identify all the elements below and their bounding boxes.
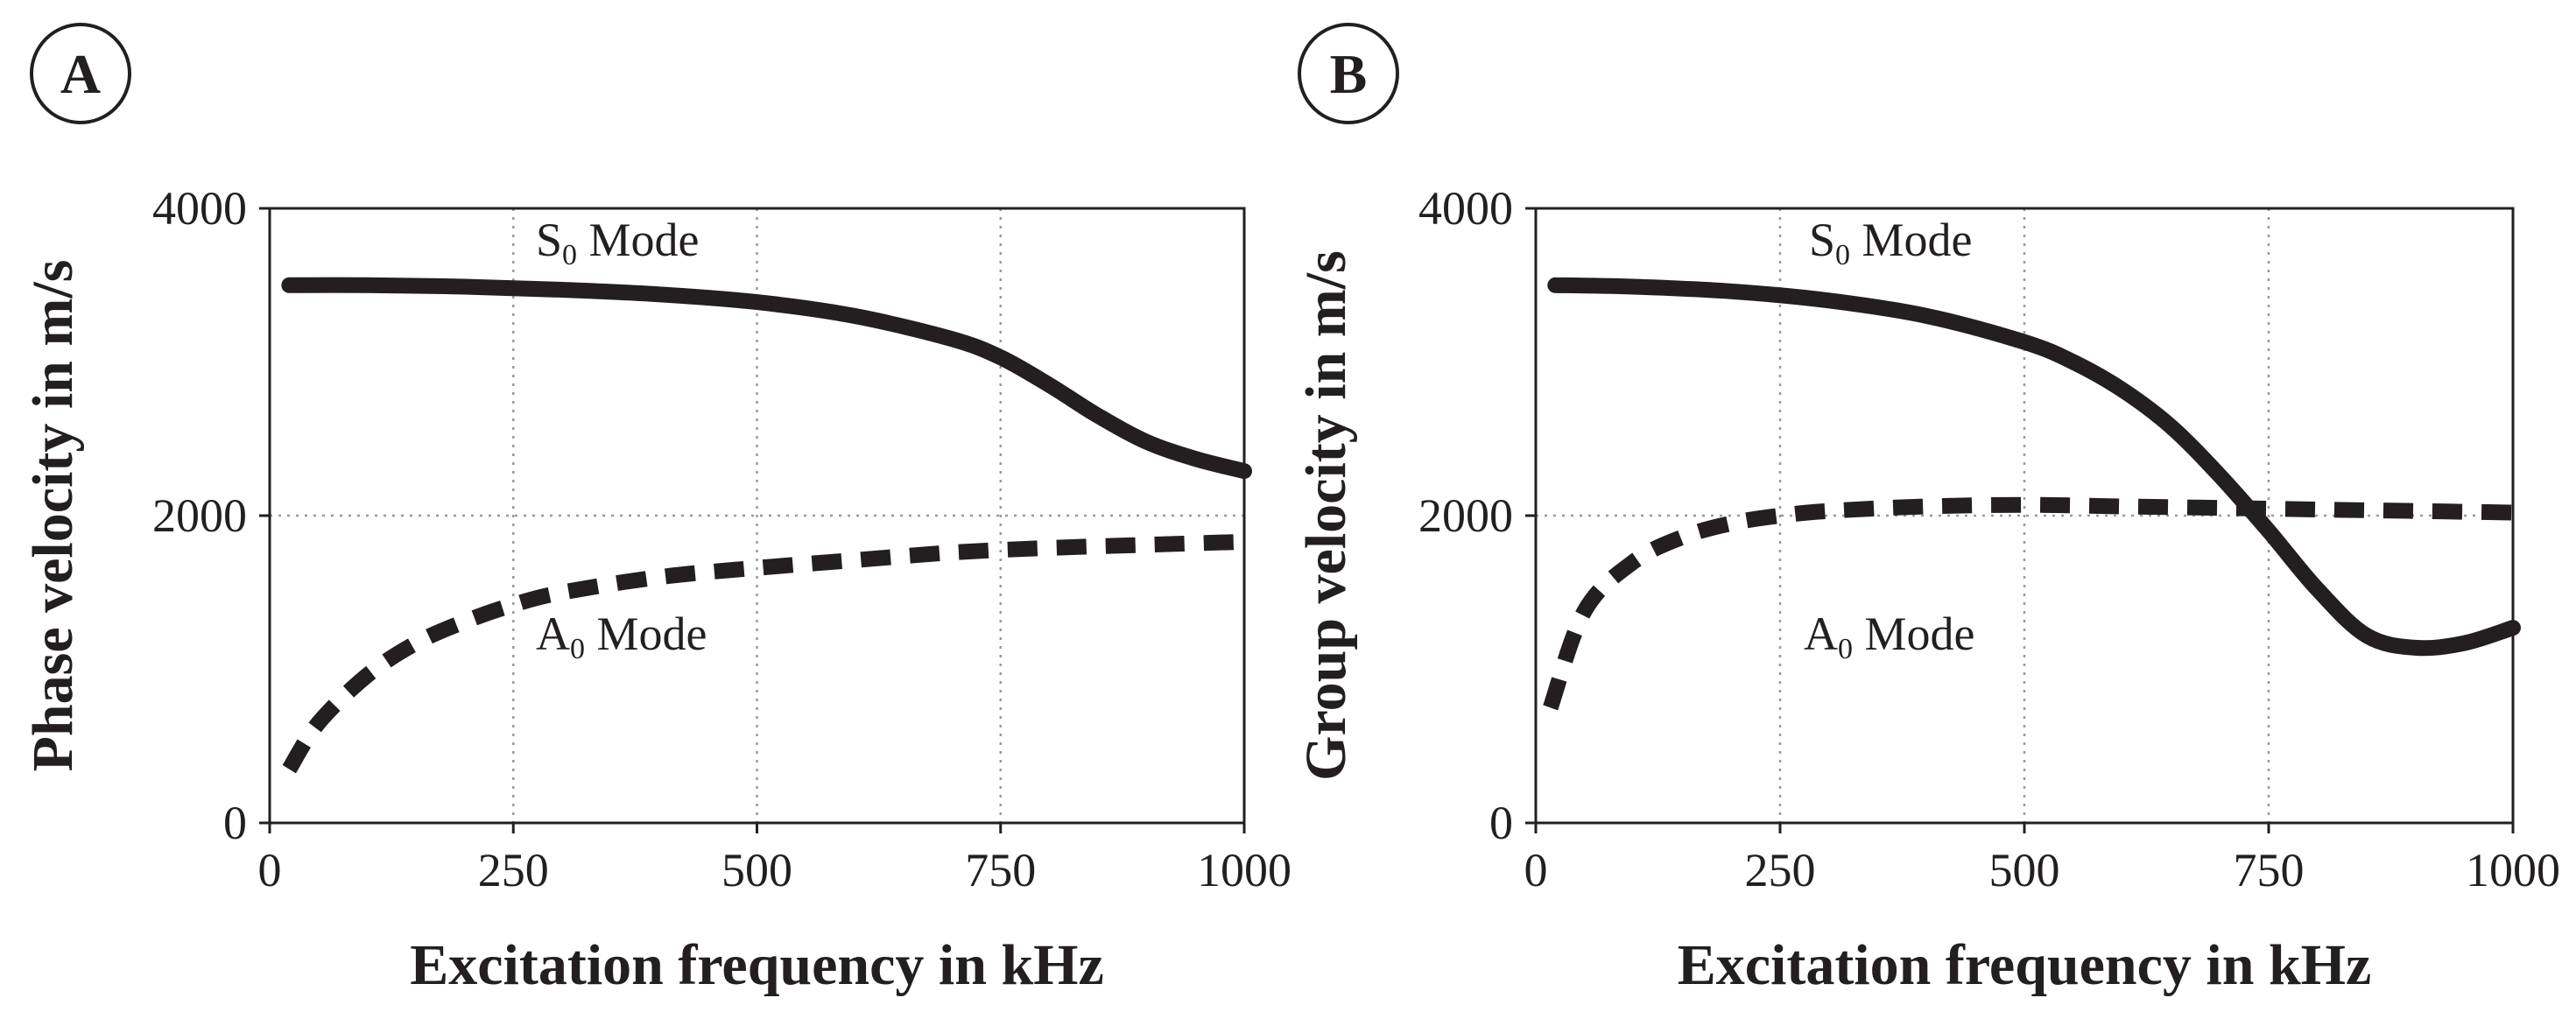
annotation-a0-mode: A0 Mode — [1804, 608, 1974, 665]
series-line-s0-mode — [281, 277, 1252, 480]
panel-badge-label: A — [60, 43, 101, 105]
annotation-subscript: 0 — [1835, 239, 1850, 271]
chart-panel-b: B 0 250 500 750 1000 0 2000 4000 Excitation frequ… — [1294, 23, 2560, 997]
x-axis-label: Excitation frequency in kHz — [1678, 933, 2372, 997]
x-axis-label: Excitation frequency in kHz — [410, 933, 1104, 997]
annotation-letter: A — [536, 608, 570, 660]
y-axis-label: Phase velocity in m/s — [21, 260, 85, 772]
x-tick-label: 500 — [721, 844, 792, 896]
series-line-a0-mode — [1543, 496, 2514, 711]
annotation-letter: S — [536, 214, 562, 266]
x-tick-label: 1000 — [2466, 844, 2560, 896]
annotation-subscript: 0 — [562, 239, 577, 271]
panel-badge-circle — [30, 23, 131, 124]
y-tick-label: 2000 — [152, 489, 247, 542]
annotation-suffix: Mode — [577, 214, 699, 266]
annotation-subscript: 0 — [1838, 633, 1853, 665]
annotation-letter: A — [1804, 608, 1838, 660]
y-tick-label: 2000 — [1418, 489, 1513, 542]
y-tick-label: 0 — [223, 797, 247, 849]
x-tick-label: 500 — [1989, 844, 2060, 896]
annotation-suffix: Mode — [1850, 214, 1972, 266]
x-tick-label: 1000 — [1197, 844, 1292, 896]
annotation-a0-mode: A0 Mode — [536, 608, 707, 665]
y-tick-label: 4000 — [152, 182, 247, 235]
annotation-s0-mode: S0 Mode — [1809, 214, 1973, 271]
annotation-suffix: Mode — [1853, 608, 1974, 660]
x-tick-label: 750 — [2234, 844, 2305, 896]
y-tick-label: 4000 — [1418, 182, 1513, 235]
annotation-s0-mode: S0 Mode — [536, 214, 700, 271]
x-tick-label: 0 — [258, 844, 282, 896]
series-line-s0-mode — [1547, 277, 2521, 657]
annotation-letter: S — [1809, 214, 1835, 266]
y-axis-label: Group velocity in m/s — [1294, 250, 1358, 781]
annotation-subscript: 0 — [570, 633, 585, 665]
series-line-a0-mode — [282, 533, 1245, 774]
x-tick-label: 750 — [965, 844, 1036, 896]
x-tick-label: 250 — [478, 844, 549, 896]
annotation-suffix: Mode — [585, 608, 707, 660]
y-tick-label: 0 — [1489, 797, 1513, 849]
panel-badge-circle — [1298, 23, 1399, 124]
x-tick-label: 250 — [1745, 844, 1816, 896]
x-tick-label: 0 — [1524, 844, 1548, 896]
panel-badge-label: B — [1330, 43, 1368, 105]
